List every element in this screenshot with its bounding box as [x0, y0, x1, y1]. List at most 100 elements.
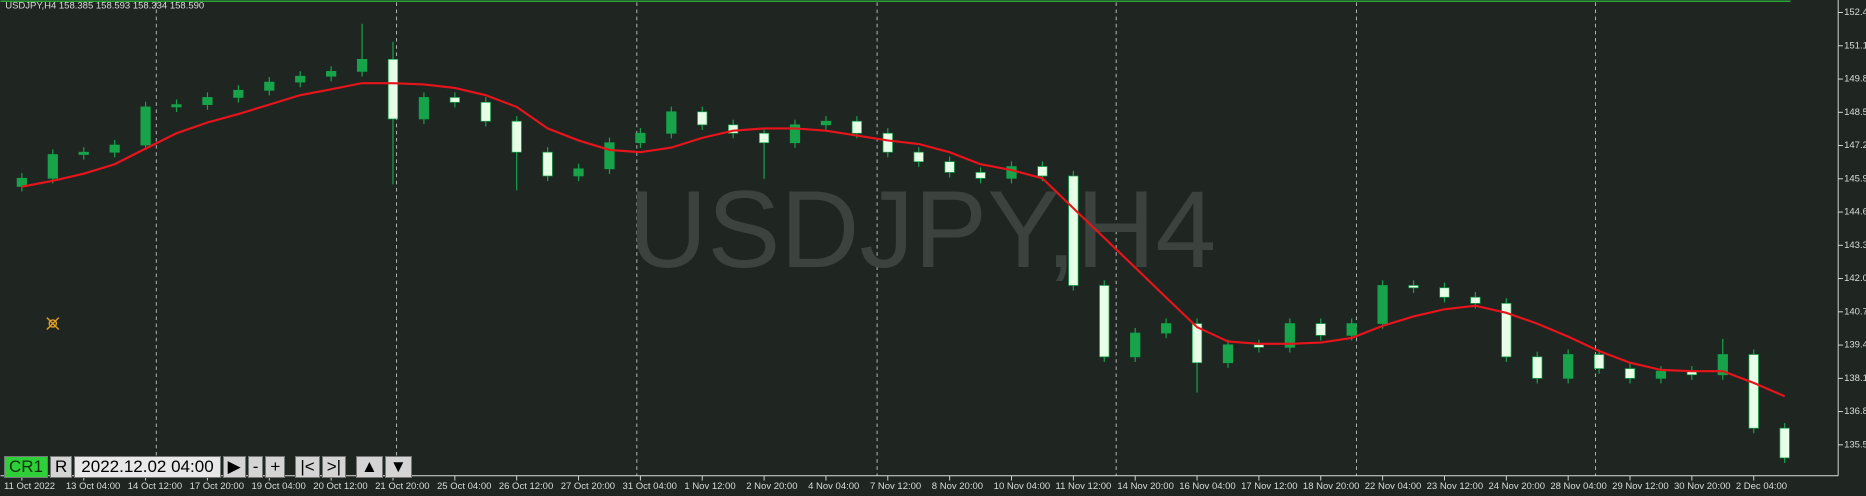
- x-tick-label: 28 Nov 04:00: [1550, 481, 1607, 492]
- moving-average: [21, 82, 1786, 398]
- candle-body: [171, 104, 182, 108]
- candle-body: [697, 111, 708, 126]
- candle-body: [573, 168, 584, 177]
- toolbar: CR1 R 2022.12.02 04:00 ▶ - + |< >| ▲ ▼: [4, 456, 412, 478]
- candle-body: [1037, 166, 1048, 177]
- candle-body: [1624, 368, 1636, 379]
- play-button[interactable]: ▶: [222, 456, 246, 478]
- x-tick-label: 4 Nov 04:00: [808, 481, 859, 492]
- reset-button[interactable]: R: [50, 456, 73, 478]
- candle-body: [1222, 344, 1234, 364]
- candle-body: [820, 120, 832, 126]
- cursor-icon: [46, 317, 60, 330]
- candle-body: [1470, 296, 1481, 304]
- candle-body: [511, 120, 522, 153]
- x-tick-label: 7 Nov 12:00: [870, 481, 921, 492]
- candle-body: [1346, 323, 1357, 336]
- candle-body: [635, 132, 646, 144]
- symbol-info: USDJPY,H4 158.385 158.593 158.334 158.59…: [5, 0, 204, 11]
- x-tick-label: 22 Nov 04:00: [1365, 481, 1422, 492]
- x-tick-label: 23 Nov 12:00: [1427, 481, 1484, 492]
- candle-body: [356, 58, 368, 72]
- x-tick-label: 17 Oct 20:00: [190, 481, 244, 492]
- candle-body: [1315, 323, 1326, 336]
- y-tick-label: 135.5: [1844, 439, 1866, 450]
- x-tick-label: 26 Oct 12:00: [499, 481, 553, 492]
- y-tick-label: 142.0: [1844, 273, 1866, 284]
- x-tick-label: 16 Nov 04:00: [1179, 481, 1236, 492]
- y-tick-label: 145.9: [1844, 173, 1866, 184]
- candle-body: [47, 154, 58, 179]
- plus-button[interactable]: +: [265, 456, 286, 478]
- x-tick-label: 17 Nov 12:00: [1241, 481, 1298, 492]
- x-tick-label: 14 Nov 20:00: [1117, 481, 1174, 492]
- candle-body: [1130, 332, 1141, 358]
- first-button[interactable]: |<: [295, 456, 320, 478]
- candle-body: [326, 71, 337, 77]
- candle-body: [851, 120, 862, 134]
- x-tick-label: 27 Oct 20:00: [561, 481, 615, 492]
- candle-body: [202, 97, 213, 105]
- candle-body: [295, 75, 306, 83]
- candle-body: [264, 81, 275, 91]
- x-tick-label: 2 Dec 04:00: [1736, 481, 1787, 492]
- y-tick-label: 147.2: [1844, 140, 1866, 151]
- candle-body: [1593, 354, 1605, 369]
- candle-body: [1779, 427, 1790, 459]
- candle-body: [1377, 285, 1388, 324]
- candle-body: [418, 97, 430, 120]
- candle-body: [1284, 323, 1295, 348]
- x-tick-label: 8 Nov 20:00: [932, 481, 983, 492]
- y-tick-label: 144.6: [1844, 207, 1866, 218]
- profile-button[interactable]: CR1: [4, 456, 49, 478]
- up-button[interactable]: ▲: [356, 456, 383, 478]
- candle-body: [913, 151, 924, 163]
- y-tick-label: 143.3: [1844, 240, 1866, 251]
- candle-body: [1099, 285, 1110, 358]
- candle-body: [666, 111, 677, 134]
- x-tick-label: 11 Oct 2022: [4, 481, 55, 492]
- y-tick-label: 136.8: [1844, 406, 1866, 417]
- x-tick-label: 13 Oct 04:00: [66, 481, 120, 492]
- candle-body: [1191, 323, 1203, 364]
- y-tick-label: 148.5: [1844, 107, 1866, 118]
- candle-body: [449, 97, 460, 103]
- candle-body: [387, 58, 399, 120]
- y-tick-label: 152.4: [1844, 7, 1866, 18]
- candle-body: [1532, 356, 1543, 379]
- x-tick-label: 20 Oct 12:00: [313, 481, 367, 492]
- candle-body: [1253, 344, 1265, 348]
- candle-body: [1748, 354, 1759, 429]
- candle-body: [1006, 166, 1017, 179]
- x-tick-label: 10 Nov 04:00: [994, 481, 1051, 492]
- candle-body: [233, 89, 244, 98]
- x-tick-label: 19 Oct 04:00: [251, 481, 305, 492]
- candle-body: [1501, 303, 1512, 358]
- candle-body: [1068, 175, 1079, 286]
- y-tick-label: 151.1: [1844, 40, 1866, 51]
- candle-body: [480, 101, 491, 122]
- candle-body: [1161, 323, 1172, 334]
- candle-body: [728, 124, 739, 134]
- candle-body: [604, 142, 615, 170]
- minus-button[interactable]: -: [247, 456, 264, 478]
- x-tick-label: 14 Oct 12:00: [128, 481, 182, 492]
- candle-body: [78, 151, 89, 155]
- candle-body: [1655, 370, 1667, 379]
- last-button[interactable]: >|: [321, 456, 347, 478]
- candle-body: [1563, 354, 1574, 379]
- date-field[interactable]: 2022.12.02 04:00: [74, 456, 221, 478]
- y-tick-label: 138.1: [1844, 373, 1866, 384]
- x-tick-label: 24 Nov 20:00: [1488, 481, 1545, 492]
- candle-body: [1408, 285, 1419, 289]
- y-tick-label: 139.4: [1844, 340, 1866, 351]
- watermark: USDJPY,H4: [628, 169, 1216, 291]
- candle-body: [758, 132, 770, 144]
- candle-body: [975, 172, 986, 179]
- x-tick-label: 2 Nov 20:00: [746, 481, 797, 492]
- down-button[interactable]: ▼: [384, 456, 412, 478]
- candle-body: [789, 124, 801, 144]
